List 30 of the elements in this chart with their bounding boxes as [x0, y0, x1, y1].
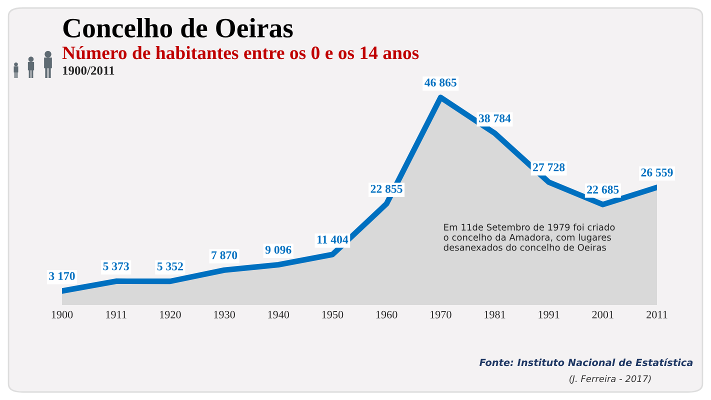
data-label: 5 352	[157, 262, 183, 270]
data-label: 11 404	[317, 236, 348, 244]
x-tick-label: 1940	[268, 310, 290, 318]
x-tick-label: 1920	[160, 310, 181, 318]
x-tick-label: 2011	[646, 310, 668, 318]
text: 1900/2011	[63, 66, 114, 75]
x-tick-label: 1900	[52, 310, 73, 318]
data-label: 3 170	[49, 272, 75, 280]
x-tick-label: 1930	[214, 310, 235, 318]
x-tick-label: 2001	[592, 310, 614, 318]
data-label: 27 728	[533, 163, 565, 172]
data-label: 9 096	[265, 246, 292, 254]
x-tick-label: 1960	[376, 310, 398, 318]
data-label: 46 865	[424, 78, 456, 87]
x-tick-label: 1950	[322, 310, 344, 318]
source-note: Fonte: Instituto Nacional de Estatística	[480, 358, 693, 366]
x-tick-label: 1981	[484, 310, 506, 318]
x-tick-label: 1911	[106, 310, 126, 318]
data-label: 38 784	[478, 114, 511, 122]
annotation: Em 11de Setembro de 1979 foi criado o concelho da Amadora, com lugares desanexados do concelho de Oeiras	[444, 224, 615, 251]
chart-title: Concelho de Oeiras	[63, 18, 293, 38]
data-label: 5 373	[103, 262, 129, 270]
x-tick-label: 1991	[538, 310, 560, 318]
chart-subtitle: Número de habitantes entre os 0 e os 14 anos	[62, 46, 419, 60]
data-label: 22 685	[587, 186, 619, 194]
data-label: 22 855	[370, 184, 402, 193]
x-tick-label: 1970	[430, 310, 452, 318]
text: (J. Ferreira - 2017)	[569, 375, 651, 384]
data-label: 26 559	[641, 168, 673, 176]
data-label: 7 870	[212, 251, 238, 260]
